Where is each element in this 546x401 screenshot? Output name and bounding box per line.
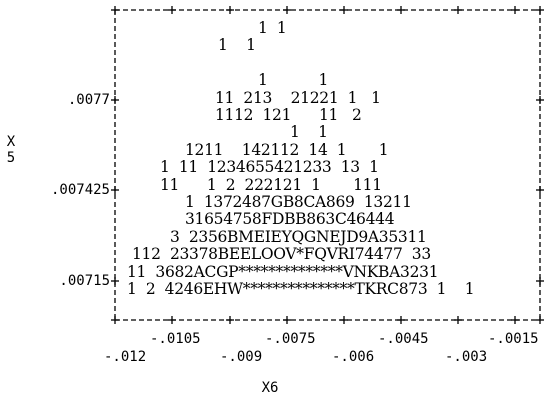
y-tick-label: .00715 <box>59 273 110 289</box>
density-row: 1211 142112 14 1 1 <box>185 140 389 159</box>
y-axis-title-line2: 5 <box>6 150 16 166</box>
x-tick-label-lower: -.003 <box>445 349 488 365</box>
density-row: 1 11 1234655421233 13 1 <box>160 158 379 177</box>
density-row: 3 2356BMEIEYQGNEJD9A35311 <box>170 227 427 246</box>
x-tick-label-lower: -.006 <box>332 349 375 365</box>
density-row: 112 23378BEELOOV*FQVRI74477 33 <box>132 245 431 264</box>
x-tick-label-lower: -.009 <box>220 349 263 365</box>
density-row: 1 1372487GB8CA869 13211 <box>185 193 412 211</box>
density-row: 31654758FDBB863C46444 <box>185 210 395 229</box>
x-tick-label-upper: -.0105 <box>150 331 201 347</box>
x-tick-label-upper: -.0045 <box>378 331 429 347</box>
y-tick-label: .0077 <box>67 92 110 108</box>
density-row: 1 1 <box>258 71 329 90</box>
density-row: 1112 121 11 2 <box>215 106 362 124</box>
x-axis-title: X6 <box>261 380 279 396</box>
density-row: 1 1 <box>290 123 328 142</box>
density-row: 11 3682ACGP**************VNKBA3231 <box>127 262 439 281</box>
y-tick-label: .007425 <box>50 182 110 198</box>
x-tick-label-upper: -.0015 <box>488 331 539 347</box>
density-row: 11 1 2 222121 1 111 <box>160 175 382 194</box>
x-tick-label-lower: -.012 <box>104 349 147 365</box>
density-row: 1 1 <box>258 19 287 37</box>
x-tick-label-upper: -.0075 <box>265 331 316 347</box>
density-row: 1 1 <box>218 36 256 55</box>
density-row: 1 2 4246EHW***************TKRC873 1 1 <box>127 280 475 298</box>
density-row: 11 213 21221 1 1 <box>215 88 381 107</box>
y-axis-title-line1: X <box>6 134 16 150</box>
